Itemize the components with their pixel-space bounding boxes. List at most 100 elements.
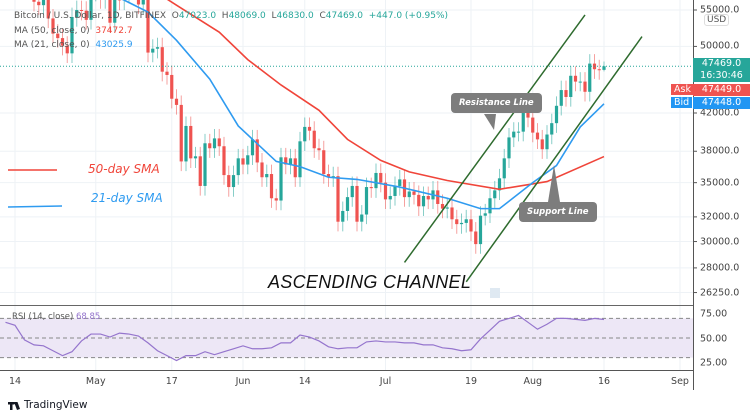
- ask-value: 47449.0: [693, 84, 750, 96]
- support-line-callout[interactable]: Support Line: [519, 202, 597, 222]
- candle-body: [388, 195, 392, 200]
- candle-body: [374, 172, 378, 189]
- candle-body: [469, 219, 473, 232]
- candle-body: [241, 158, 245, 165]
- candle: [70, 7, 74, 64]
- price-tick-label: 30000.0: [700, 236, 740, 248]
- rsi-tick-25: 25.00: [700, 357, 728, 369]
- candle-body: [583, 81, 587, 92]
- candle: [212, 128, 217, 158]
- candle: [440, 194, 445, 219]
- candle: [412, 182, 416, 205]
- last-price-value: 47469.0: [701, 58, 742, 69]
- legend-50-day-sma: 50-day SMA: [88, 162, 160, 176]
- candle: [516, 122, 521, 142]
- ask-label: Ask: [671, 84, 694, 95]
- ma21-legend[interactable]: MA (21, close, 0) 43025.9: [14, 40, 133, 50]
- candle: [464, 209, 468, 233]
- resistance-line-callout[interactable]: Resistance Line: [451, 93, 542, 113]
- candle-body: [445, 207, 449, 209]
- candle: [75, 0, 79, 27]
- candle: [502, 148, 506, 188]
- candle-body: [483, 213, 487, 216]
- legend-21-line: [7, 205, 63, 208]
- candle: [95, 0, 97, 2]
- candle: [426, 186, 430, 210]
- candle-body: [355, 185, 359, 222]
- candle-body: [493, 190, 497, 199]
- candle-body: [331, 176, 335, 178]
- candle: [317, 138, 321, 160]
- low-label: L: [271, 11, 277, 21]
- tradingview-logo-icon: [8, 402, 20, 410]
- price-tick-label: 28000.0: [700, 262, 740, 274]
- symbol-title[interactable]: Bitcoin / U.S. Dollar, 1D, BITFINEX: [14, 11, 166, 21]
- candle-body: [279, 157, 283, 201]
- candle: [203, 133, 207, 196]
- candle: [160, 37, 164, 82]
- candle-body: [540, 139, 544, 150]
- candle-body: [474, 231, 478, 245]
- candle: [208, 133, 212, 158]
- rsi-legend[interactable]: RSI (14, close) 68.85: [12, 312, 100, 322]
- candle: [246, 145, 250, 175]
- candle: [284, 147, 288, 175]
- candle: [165, 62, 169, 85]
- candle-body: [70, 17, 74, 54]
- ma50-legend[interactable]: MA (50, close, 0) 37472.7: [14, 26, 133, 36]
- candle: [369, 177, 373, 198]
- candle-body: [545, 134, 549, 150]
- candle: [393, 176, 397, 206]
- candle: [231, 165, 236, 197]
- candle: [179, 95, 183, 172]
- candle: [540, 129, 544, 159]
- candle-body: [455, 219, 459, 225]
- time-tick-label: Jul: [379, 376, 392, 387]
- candle: [104, 0, 106, 9]
- candle: [155, 37, 160, 59]
- candle: [493, 180, 497, 208]
- candle-body: [298, 141, 302, 178]
- support-callout-pointer: [548, 165, 560, 202]
- candle-body: [497, 178, 502, 191]
- candle-body: [32, 0, 36, 2]
- candle-body: [550, 123, 554, 135]
- ma50-line: [166, 0, 605, 191]
- candle-body: [350, 185, 354, 198]
- candle: [298, 131, 302, 187]
- candle: [417, 185, 421, 216]
- candle: [507, 127, 511, 169]
- candle-body: [208, 143, 212, 149]
- candle: [222, 136, 226, 185]
- candle-body: [440, 203, 445, 209]
- candle-body: [421, 195, 426, 207]
- candle-body: [293, 158, 297, 178]
- candle: [512, 122, 516, 148]
- candle-body: [260, 162, 264, 178]
- candle-body: [597, 69, 601, 71]
- candle-body: [250, 139, 255, 156]
- candle: [189, 116, 193, 169]
- candle-body: [393, 185, 397, 196]
- candle-body: [193, 156, 198, 159]
- price-tick-label: 42000.0: [700, 107, 740, 119]
- price-tick-label: 26250.0: [700, 287, 740, 299]
- candle-body: [155, 47, 160, 49]
- candle: [360, 205, 364, 232]
- candle-body: [255, 139, 259, 163]
- tradingview-brand[interactable]: TradingView: [24, 399, 88, 411]
- candle: [350, 176, 354, 207]
- candle-body: [507, 137, 511, 159]
- candle-body: [170, 74, 174, 99]
- candle: [108, 0, 112, 33]
- event-marker[interactable]: [490, 288, 500, 298]
- candle-body: [516, 131, 521, 133]
- currency-label[interactable]: USD: [704, 14, 730, 26]
- candle-body: [512, 131, 516, 138]
- candle: [450, 198, 454, 229]
- candle-body: [336, 176, 340, 222]
- candle: [146, 0, 150, 63]
- candle-body: [75, 10, 79, 18]
- candle: [117, 0, 122, 11]
